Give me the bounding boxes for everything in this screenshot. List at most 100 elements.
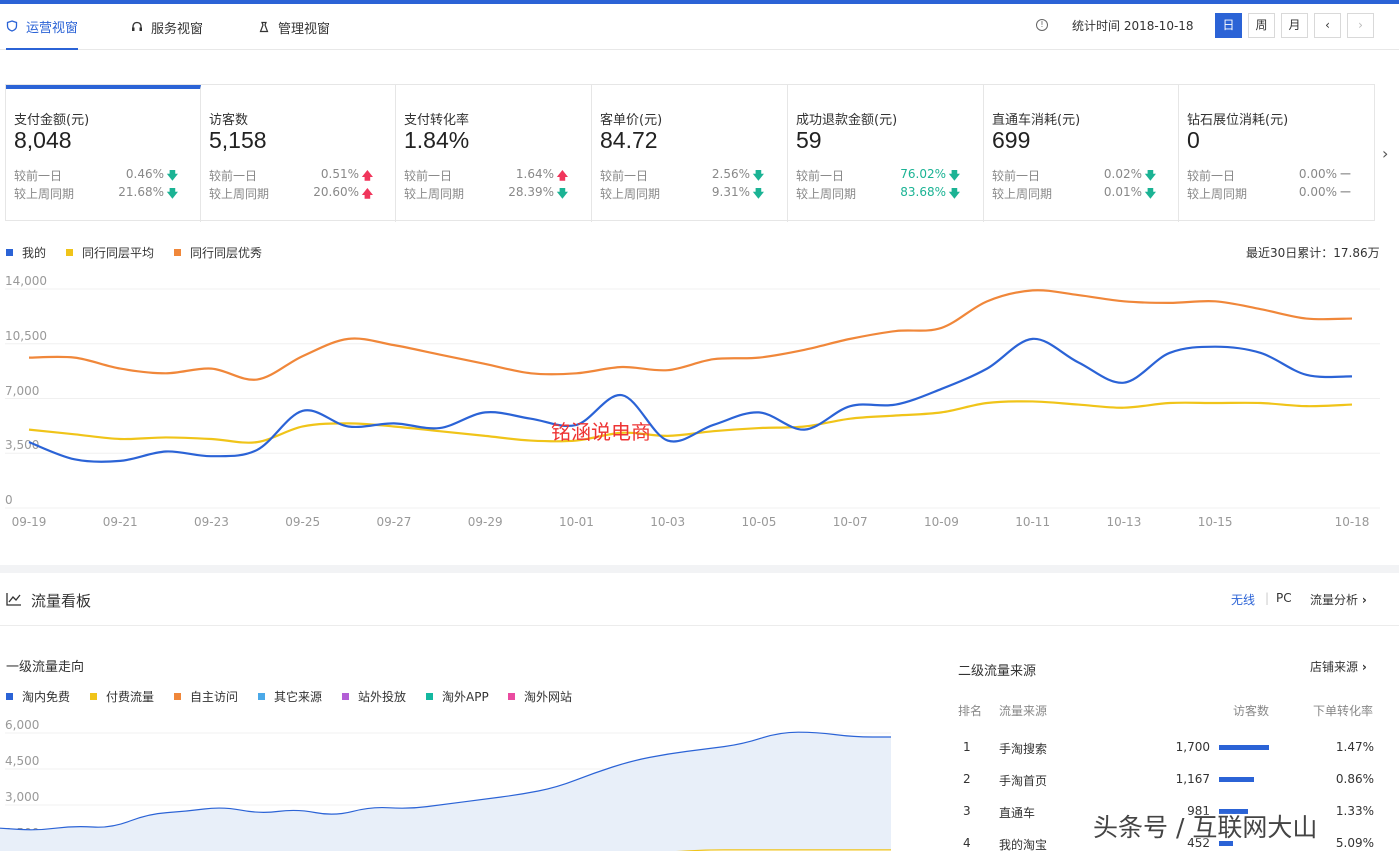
conversion-cell: 1.47% xyxy=(1335,740,1374,754)
compare-label: 较前一日 xyxy=(14,169,63,183)
source-cell: 直通车 xyxy=(999,806,1036,820)
metric-card[interactable]: 成功退款金额(元) 59 较前一日 76.02% 🡇 较上周同期 83.68% 🡇 xyxy=(788,85,984,222)
compare-percent: 9.31% xyxy=(711,185,750,199)
metric-card[interactable]: 直通车消耗(元) 699 较前一日 0.02% 🡇 较上周同期 0.01% 🡇 xyxy=(984,85,1179,222)
y-tick-label: 7,000 xyxy=(5,383,40,398)
metric-value: 59 xyxy=(796,127,822,153)
legend-swatch xyxy=(342,693,349,700)
x-tick-label: 10-01 xyxy=(559,515,594,529)
legend-item[interactable]: 付费流量 xyxy=(90,688,154,705)
period-week-button[interactable]: 周 xyxy=(1248,13,1275,38)
metric-title: 访客数 xyxy=(209,113,249,128)
flow-board-title: 流量看板 xyxy=(31,592,92,610)
metric-compare-row: 较前一日 0.02% 🡇 xyxy=(992,167,1156,183)
first-level-flow-title: 一级流量走向 xyxy=(6,660,85,675)
arrow-down-icon: 🡇 xyxy=(1144,187,1156,200)
legend-peer-excellent[interactable]: 同行同层优秀 xyxy=(174,244,262,261)
legend-label: 淘外APP xyxy=(442,690,489,704)
compare-label: 较上周同期 xyxy=(14,187,75,201)
metrics-next-icon[interactable]: › xyxy=(1382,144,1389,163)
tab-management[interactable]: 管理视窗 xyxy=(258,4,330,50)
legend-peer-average[interactable]: 同行同层平均 xyxy=(66,244,154,261)
area-taonei-free-fill xyxy=(0,732,891,851)
y-tick-label: 14,000 xyxy=(5,274,47,288)
metric-card[interactable]: 支付转化率 1.84% 较前一日 1.64% 🡅 较上周同期 28.39% 🡇 xyxy=(396,85,592,222)
compare-percent: 28.39% xyxy=(508,185,554,199)
x-tick-label: 09-23 xyxy=(194,515,229,529)
line-chart-icon xyxy=(6,593,21,606)
source-cell: 手淘首页 xyxy=(999,774,1048,788)
legend-mine[interactable]: 我的 xyxy=(6,244,46,261)
tab-operations[interactable]: 运营视窗 xyxy=(6,4,79,50)
rank-cell: 2 xyxy=(963,772,971,786)
x-tick-label: 10-18 xyxy=(1334,515,1370,529)
metric-card[interactable]: 客单价(元) 84.72 较前一日 2.56% 🡇 较上周同期 9.31% 🡇 xyxy=(592,85,788,222)
metric-compare-row: 较上周同期 0.00% — xyxy=(1187,185,1351,201)
compare-percent: 21.68% xyxy=(118,185,164,199)
next-date-button[interactable]: › xyxy=(1347,13,1374,38)
metric-compare-row: 较上周同期 20.60% 🡅 xyxy=(209,185,373,201)
metric-compare-row: 较上周同期 9.31% 🡇 xyxy=(600,185,764,201)
legend-item[interactable]: 淘外网站 xyxy=(508,688,572,705)
watermark-text: 铭涵说电商 xyxy=(551,420,651,444)
bag-icon xyxy=(259,21,269,33)
visitors-cell: 1,167 xyxy=(1175,772,1210,786)
compare-percent: 76.02% xyxy=(900,167,946,181)
period-day-button[interactable]: 日 xyxy=(1215,13,1242,38)
compare-label: 较前一日 xyxy=(600,169,649,183)
y-tick-label: 3,000 xyxy=(5,790,40,804)
prev-date-button[interactable]: ‹ xyxy=(1314,13,1341,38)
tab-wireless[interactable]: 无线 xyxy=(1231,593,1256,607)
compare-label: 较前一日 xyxy=(209,169,258,183)
rank-cell: 1 xyxy=(963,740,971,754)
watermark-bottom: 头条号 / 互联网大山 xyxy=(1093,813,1318,842)
compare-percent: 0.00% xyxy=(1298,167,1337,181)
column-visitors: 访客数 xyxy=(1233,704,1270,718)
column-conversion: 下单转化率 xyxy=(1313,704,1374,718)
metric-card[interactable]: 访客数 5,158 较前一日 0.51% 🡅 较上周同期 20.60% 🡅 xyxy=(201,85,396,222)
chevron-right-icon: › xyxy=(1361,593,1367,607)
legend-item[interactable]: 淘外APP xyxy=(426,688,489,705)
flow-analysis-link[interactable]: 流量分析 › xyxy=(1310,591,1367,608)
legend-swatch xyxy=(508,693,515,700)
compare-percent: 0.46% xyxy=(125,167,164,181)
tab-pc[interactable]: PC xyxy=(1276,591,1292,605)
legend-item[interactable]: 其它来源 xyxy=(258,688,322,705)
compare-label: 较前一日 xyxy=(992,169,1041,183)
info-icon[interactable]: ! xyxy=(1036,19,1048,31)
store-source-link[interactable]: 店铺来源 › xyxy=(1310,658,1367,675)
legend-label: 其它来源 xyxy=(274,690,323,704)
compare-label: 较前一日 xyxy=(1187,169,1236,183)
flow-analysis-label: 流量分析 xyxy=(1310,593,1359,607)
metric-card[interactable]: 支付金额(元) 8,048 较前一日 0.46% 🡇 较上周同期 21.68% 🡇 xyxy=(6,85,201,222)
metric-title: 支付金额(元) xyxy=(14,113,90,128)
column-source: 流量来源 xyxy=(999,704,1048,718)
metric-compare-row: 较前一日 76.02% 🡇 xyxy=(796,167,960,183)
compare-percent: 0.01% xyxy=(1103,185,1142,199)
arrow-up-icon: 🡅 xyxy=(361,187,373,200)
series-mine-line xyxy=(28,337,1353,463)
legend-item[interactable]: 淘内免费 xyxy=(6,688,70,705)
arrow-down-icon: 🡇 xyxy=(556,187,568,200)
area-paid-traffic-line xyxy=(675,849,891,851)
tab-separator: | xyxy=(1265,591,1270,605)
x-tick-label: 09-25 xyxy=(285,515,321,529)
metric-value: 0 xyxy=(1187,127,1200,153)
period-month-button[interactable]: 月 xyxy=(1281,13,1308,38)
compare-label: 较上周同期 xyxy=(796,187,857,201)
arrow-flat-icon: — xyxy=(1340,167,1351,180)
metric-value: 8,048 xyxy=(14,127,72,153)
x-tick-label: 10-09 xyxy=(923,515,959,529)
legend-item[interactable]: 站外投放 xyxy=(342,688,406,705)
legend-label: 同行同层优秀 xyxy=(190,246,263,260)
metric-title: 成功退款金额(元) xyxy=(796,113,898,128)
legend-label: 站外投放 xyxy=(358,690,407,704)
tab-service[interactable]: 服务视窗 xyxy=(131,4,203,50)
flow-area-chart xyxy=(0,731,891,851)
section-header-divider xyxy=(0,625,1399,626)
x-tick-label: 10-03 xyxy=(650,515,686,529)
legend-item[interactable]: 自主访问 xyxy=(174,688,238,705)
legend-swatch xyxy=(174,693,181,700)
arrow-down-icon: 🡇 xyxy=(752,187,764,200)
metric-card[interactable]: 钻石展位消耗(元) 0 较前一日 0.00% — 较上周同期 0.00% — xyxy=(1179,85,1375,222)
